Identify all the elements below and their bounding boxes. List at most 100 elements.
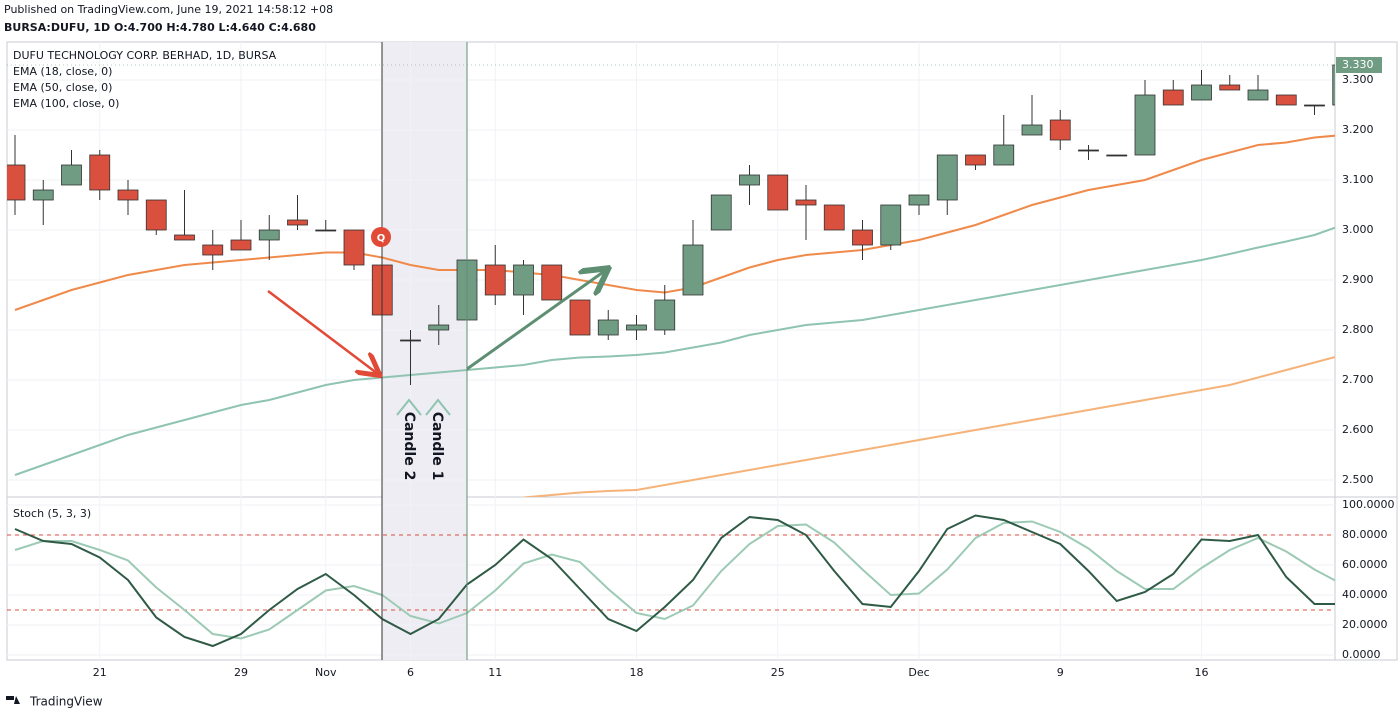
frame [6,41,1398,661]
stoch-line [14,514,1335,648]
y-tick-label: 2.600 [1342,423,1374,436]
candle-body [484,264,506,296]
y-tick-label: 3.200 [1342,123,1374,136]
x-tick-label: Nov [315,666,337,679]
x-tick-label: 25 [771,666,785,679]
last-price-box [1336,57,1382,73]
candle-body [682,244,704,296]
candle-body [965,154,986,166]
x-tick-label: 29 [234,666,248,679]
y-tick-label: 3.300 [1342,73,1374,86]
candle-body [1304,104,1325,107]
legend-entry: EMA (18, close, 0) [13,65,112,78]
candle-body [428,324,450,331]
candle-annotation: Candle 1 [429,412,445,481]
marker-circle [371,227,391,247]
y-tick-label: 2.500 [1342,473,1374,486]
candle-body [1078,149,1099,152]
y-tick-label: 2.900 [1342,273,1374,286]
candle-body [908,194,930,206]
candle-body [993,144,1015,166]
candle-body [795,199,817,206]
candle-body [569,299,591,336]
candle-body [513,264,534,296]
ema-line [14,226,1335,476]
ema-line [523,356,1335,497]
x-tick-label: 21 [93,666,107,679]
candle-body [880,204,902,246]
ema-line [14,134,1335,311]
marker-label: Q [377,233,386,244]
y-tick-label: 3.100 [1342,173,1374,186]
x-tick-label: 16 [1195,666,1209,679]
green-arrow [466,270,606,371]
legend-entry: EMA (50, close, 0) [13,81,112,94]
candle-body [315,229,337,232]
candle-body [1049,119,1071,141]
candle-body [7,164,26,201]
stoch-tick-label: 40.0000 [1342,588,1388,601]
candle-body [343,229,365,266]
candle-body [1247,89,1269,101]
candle-body [202,244,224,256]
candle-body [1332,64,1335,106]
stoch-tick-label: 0.0000 [1342,648,1381,661]
candle-body [1021,124,1043,136]
candle-body [230,239,252,251]
candle-body [1134,94,1156,156]
x-tick-label: 9 [1057,666,1064,679]
y-tick-label: 3.000 [1342,223,1374,236]
candle-body [767,174,789,211]
candle-body [174,234,195,241]
candle-body [1219,84,1241,91]
candle-body [597,319,619,336]
grid [7,42,1335,660]
stoch-tick-label: 60.0000 [1342,558,1388,571]
candle-body [936,154,958,201]
candle-body [852,229,873,246]
candle-body [258,229,280,241]
candle-body [32,189,54,201]
brand: TradingView [6,695,103,709]
candle-body [89,154,111,191]
x-tick-label: 18 [630,666,644,679]
candle-body [823,204,845,231]
x-tick-label: 6 [407,666,414,679]
candle-body [654,299,676,331]
stoch-tick-label: 20.0000 [1342,618,1388,631]
candle-body [61,164,82,186]
candle-body [117,189,139,201]
brand-text: TradingView [29,695,103,709]
quote-text: BURSA:DUFU, 1D O:4.700 H:4.780 L:4.640 C… [4,21,316,34]
candle-body [1162,89,1184,106]
candle-body [1106,154,1128,157]
legend-entry: EMA (100, close, 0) [13,97,119,110]
stoch-panel [7,514,1335,648]
x-tick-label: 11 [488,666,502,679]
y-tick-label: 2.800 [1342,323,1374,336]
y-tick-label: 2.700 [1342,373,1374,386]
candle-body [145,199,167,231]
candle-body [400,339,421,342]
candle-body [1275,94,1297,106]
candle-body [710,194,732,231]
published-text: Published on TradingView.com, June 19, 2… [4,3,333,16]
stoch-tick-label: 80.0000 [1342,528,1388,541]
stoch-title: Stoch (5, 3, 3) [13,507,91,520]
candle-body [626,324,647,331]
x-tick-label: Dec [908,666,929,679]
last-price-label: 3.330 [1342,58,1374,71]
price-panel [7,64,1335,497]
candle-body [1191,84,1212,101]
red-arrow [267,290,378,374]
highlight-band [382,42,467,660]
axes: 2.500 2.600 2.700 2.800 2.900 3.000 3.100 3.200… [93,57,1395,679]
chart-title: DUFU TECHNOLOGY CORP. BERHAD, 1D, BURSA [13,49,277,62]
chevrons [396,398,451,416]
candle-annotation: Candle 2 [401,412,417,481]
candle-body [739,174,760,186]
stoch-tick-label: 100.0000 [1342,498,1395,511]
stoch-line [14,520,1335,640]
candle-body [541,264,563,301]
